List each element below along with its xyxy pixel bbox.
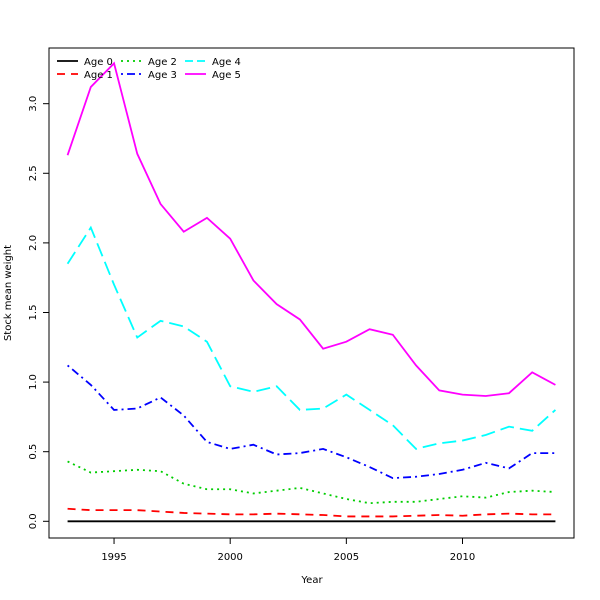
series-line-age-3 [67, 364, 556, 480]
series-line-age-4 [66, 225, 557, 450]
series-line-age-2 [67, 460, 556, 505]
legend-label: Age 4 [212, 57, 241, 68]
x-tick-label: 2000 [217, 552, 242, 563]
legend-label: Age 0 [84, 57, 113, 68]
x-axis: 1995 2000 2005 2010 [101, 538, 475, 563]
y-axis: 0.0 0.5 1.0 1.5 2.0 2.5 3.0 [28, 96, 49, 529]
series-line-age-5 [66, 61, 556, 397]
legend: Age 0 Age 1 Age 2 Age 3 Age 4 Age 5 [57, 57, 241, 81]
y-tick-label: 2.5 [28, 165, 39, 181]
series-layer [66, 61, 557, 523]
legend-label: Age 2 [148, 57, 177, 68]
x-tick-label: 2005 [334, 552, 359, 563]
y-axis-label: Stock mean weight [3, 245, 14, 341]
y-tick-label: 3.0 [28, 96, 39, 112]
x-tick-label: 1995 [101, 552, 126, 563]
y-tick-label: 1.0 [28, 374, 39, 390]
legend-label: Age 5 [212, 70, 241, 81]
legend-label: Age 1 [84, 70, 113, 81]
plot-frame [48, 47, 575, 539]
y-tick-label: 0.0 [28, 513, 39, 529]
y-tick-label: 0.5 [28, 444, 39, 460]
x-axis-label: Year [300, 575, 323, 586]
y-tick-label: 2.0 [28, 235, 39, 251]
legend-label: Age 3 [148, 70, 177, 81]
y-tick-label: 1.5 [28, 305, 39, 321]
series-line-age-1 [67, 507, 556, 518]
x-tick-label: 2010 [450, 552, 475, 563]
